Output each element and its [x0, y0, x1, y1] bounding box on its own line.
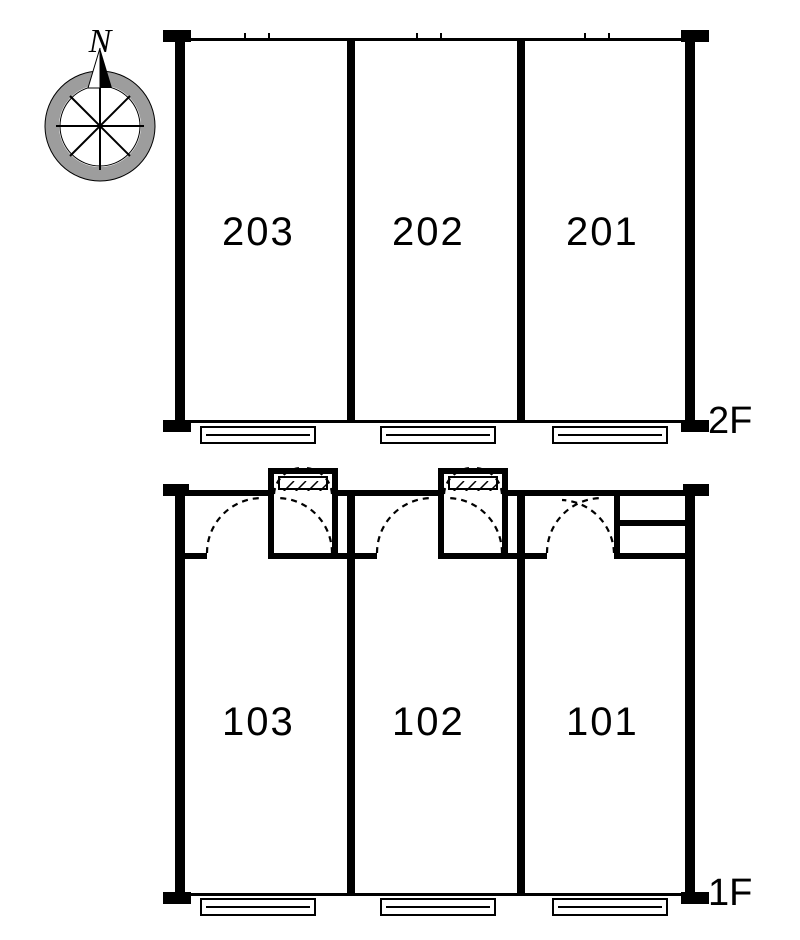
f1-window-103 [200, 898, 316, 916]
f1-window-101 [552, 898, 668, 916]
floor-label-1f: 1F [708, 872, 752, 915]
room-label-102: 102 [392, 700, 465, 745]
room-label-103: 103 [222, 700, 295, 745]
door-arcs [0, 0, 800, 940]
f1-window-102 [380, 898, 496, 916]
room-label-101: 101 [566, 700, 639, 745]
floorplan-canvas: N 2 [0, 0, 800, 940]
